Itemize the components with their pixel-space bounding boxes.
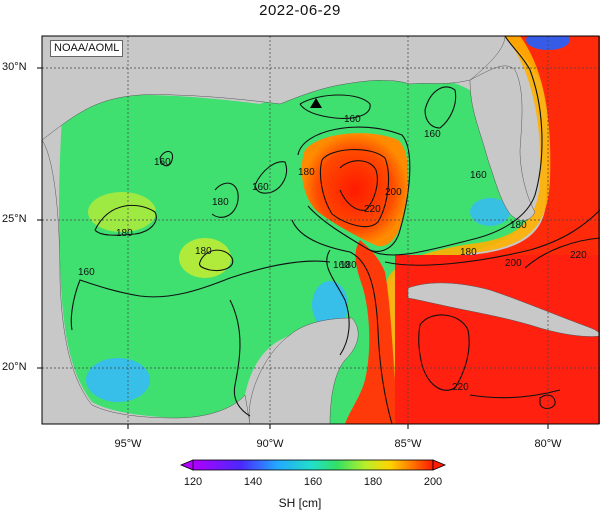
colorbar-tick-label: 180 bbox=[363, 476, 383, 488]
contour-label: 180 bbox=[460, 247, 477, 258]
lon-label: 85°W bbox=[394, 438, 422, 450]
axis-ticks bbox=[37, 67, 549, 429]
source-badge: NOAA/AOML bbox=[50, 40, 124, 57]
plot-frame bbox=[41, 35, 600, 425]
contour-label: 180 bbox=[340, 260, 357, 271]
contour-label: 220 bbox=[452, 382, 469, 393]
contour-label: 160 bbox=[424, 129, 441, 140]
lon-label: 90°W bbox=[256, 438, 284, 450]
contour-label: 160 bbox=[154, 157, 171, 168]
graticule bbox=[42, 36, 600, 424]
contour-label-group: 160 160 180 160 180 160 180 160 180 180 … bbox=[78, 114, 587, 393]
contour-label: 160 bbox=[333, 260, 350, 271]
lon-label: 95°W bbox=[114, 438, 142, 450]
map-title: 2022-06-29 bbox=[259, 2, 341, 19]
colorbar-min-arrow bbox=[179, 459, 194, 471]
florida-landmass bbox=[469, 65, 536, 221]
contour-label: 200 bbox=[505, 258, 522, 269]
cool-patch-florida bbox=[470, 198, 510, 226]
us-coast-landmass bbox=[42, 36, 506, 141]
caribbean-water bbox=[395, 255, 600, 424]
lat-label: 30°N bbox=[2, 61, 27, 73]
contour-label: 180 bbox=[212, 197, 229, 208]
contour-label: 160 bbox=[470, 170, 487, 181]
colorbar-max-arrow bbox=[432, 459, 447, 471]
colorbar-unit-label: SH [cm] bbox=[278, 496, 322, 510]
lat-label: 20°N bbox=[2, 361, 27, 373]
cool-patch-atlantic bbox=[526, 36, 570, 50]
loop-current-neck bbox=[345, 240, 405, 424]
warm-patch-west2 bbox=[88, 192, 156, 232]
lon-label: 80°W bbox=[534, 438, 562, 450]
colorbar-tick-label: 200 bbox=[423, 476, 443, 488]
contour-label: 180 bbox=[116, 228, 133, 239]
contour-label: 160 bbox=[78, 267, 95, 278]
colorbar-tick-label: 120 bbox=[183, 476, 203, 488]
colorbar-gradient bbox=[192, 459, 434, 471]
contour-label: 160 bbox=[344, 114, 361, 125]
colorbar-tick-label: 140 bbox=[243, 476, 263, 488]
colorbar bbox=[179, 459, 447, 471]
warm-patch-west bbox=[179, 238, 231, 278]
contour-label: 220 bbox=[364, 204, 381, 215]
contour-label: 160 bbox=[252, 182, 269, 193]
lat-label: 25°N bbox=[2, 213, 27, 225]
loop-current-eddy bbox=[301, 133, 409, 247]
contour-label: 200 bbox=[385, 187, 402, 198]
colorbar-tick-label: 160 bbox=[303, 476, 323, 488]
contour-label: 180 bbox=[195, 246, 212, 257]
contour-label: 180 bbox=[298, 167, 315, 178]
cool-patch-sw bbox=[86, 358, 150, 402]
yucatan-landmass bbox=[248, 317, 359, 424]
contour-label: 180 bbox=[510, 220, 527, 231]
gulf-water bbox=[59, 79, 532, 424]
contour-label: 220 bbox=[570, 250, 587, 261]
triangle-marker bbox=[310, 98, 322, 108]
mexico-landmass bbox=[42, 139, 251, 424]
contour-lines bbox=[70, 36, 600, 424]
cool-patch-campeche bbox=[312, 281, 348, 329]
